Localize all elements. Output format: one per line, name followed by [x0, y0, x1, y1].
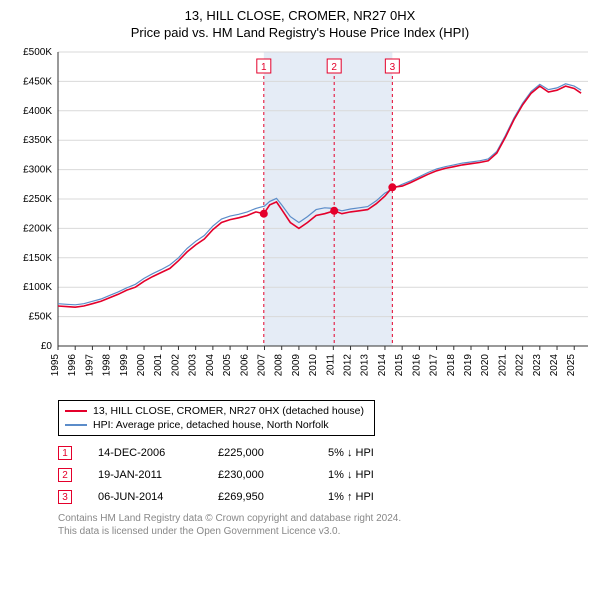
sale-row: 2 19-JAN-2011 £230,000 1% ↓ HPI [58, 468, 600, 482]
svg-text:1: 1 [261, 62, 267, 73]
sale-price: £225,000 [218, 447, 328, 459]
svg-text:£200K: £200K [23, 223, 52, 234]
footer-attribution: Contains HM Land Registry data © Crown c… [58, 512, 600, 538]
svg-text:2023: 2023 [532, 354, 543, 377]
svg-text:2012: 2012 [343, 354, 354, 377]
legend-item: HPI: Average price, detached house, Nort… [65, 418, 364, 432]
sale-row: 1 14-DEC-2006 £225,000 5% ↓ HPI [58, 446, 600, 460]
svg-text:2002: 2002 [170, 354, 181, 377]
svg-text:1996: 1996 [67, 354, 78, 377]
svg-text:2004: 2004 [205, 354, 216, 377]
sale-date: 06-JUN-2014 [98, 491, 218, 503]
sale-date: 14-DEC-2006 [98, 447, 218, 459]
svg-text:2008: 2008 [274, 354, 285, 377]
footer-line: Contains HM Land Registry data © Crown c… [58, 512, 600, 525]
svg-text:2: 2 [331, 62, 337, 73]
svg-text:£50K: £50K [29, 312, 53, 323]
line-chart-svg: £0 £50K £100K £150K £200K £250K £300K £350K £400… [0, 46, 600, 396]
svg-text:£300K: £300K [23, 165, 52, 176]
title-block: 13, HILL CLOSE, CROMER, NR27 0HX Price p… [0, 0, 600, 46]
svg-text:2021: 2021 [497, 354, 508, 377]
svg-text:£350K: £350K [23, 135, 52, 146]
svg-text:2014: 2014 [377, 354, 388, 377]
sale-hpi: 5% ↓ HPI [328, 447, 438, 459]
svg-text:2007: 2007 [256, 354, 267, 377]
svg-text:2020: 2020 [480, 354, 491, 377]
sale-date: 19-JAN-2011 [98, 469, 218, 481]
svg-text:2016: 2016 [411, 354, 422, 377]
svg-text:£500K: £500K [23, 47, 52, 58]
sale-marker-icon: 1 [58, 446, 72, 460]
svg-text:2010: 2010 [308, 354, 319, 377]
svg-text:2022: 2022 [515, 354, 526, 377]
svg-text:2009: 2009 [291, 354, 302, 377]
svg-text:2013: 2013 [360, 354, 371, 377]
svg-text:1999: 1999 [119, 354, 130, 377]
legend-label: 13, HILL CLOSE, CROMER, NR27 0HX (detach… [93, 405, 364, 417]
svg-text:£450K: £450K [23, 76, 52, 87]
sale-hpi: 1% ↑ HPI [328, 491, 438, 503]
svg-text:2001: 2001 [153, 354, 164, 377]
svg-text:1997: 1997 [84, 354, 95, 377]
svg-text:2024: 2024 [549, 354, 560, 377]
svg-text:1995: 1995 [50, 354, 61, 377]
svg-text:£250K: £250K [23, 194, 52, 205]
chart-area: £0 £50K £100K £150K £200K £250K £300K £350K £400… [0, 46, 600, 396]
sales-list: 1 14-DEC-2006 £225,000 5% ↓ HPI 2 19-JAN… [58, 446, 600, 504]
legend-label: HPI: Average price, detached house, Nort… [93, 419, 329, 431]
chart-container: 13, HILL CLOSE, CROMER, NR27 0HX Price p… [0, 0, 600, 538]
svg-text:2006: 2006 [239, 354, 250, 377]
title-address: 13, HILL CLOSE, CROMER, NR27 0HX [0, 8, 600, 23]
legend: 13, HILL CLOSE, CROMER, NR27 0HX (detach… [58, 400, 375, 436]
svg-text:2000: 2000 [136, 354, 147, 377]
svg-text:2015: 2015 [394, 354, 405, 377]
sale-price: £230,000 [218, 469, 328, 481]
svg-text:2017: 2017 [429, 354, 440, 377]
legend-item: 13, HILL CLOSE, CROMER, NR27 0HX (detach… [65, 404, 364, 418]
svg-text:1998: 1998 [102, 354, 113, 377]
sale-row: 3 06-JUN-2014 £269,950 1% ↑ HPI [58, 490, 600, 504]
svg-text:2019: 2019 [463, 354, 474, 377]
svg-text:2005: 2005 [222, 354, 233, 377]
legend-swatch [65, 410, 87, 412]
legend-swatch [65, 424, 87, 426]
svg-text:2003: 2003 [188, 354, 199, 377]
title-subtitle: Price paid vs. HM Land Registry's House … [0, 25, 600, 40]
footer-line: This data is licensed under the Open Gov… [58, 525, 600, 538]
sale-marker-icon: 3 [58, 490, 72, 504]
sale-price: £269,950 [218, 491, 328, 503]
svg-text:2011: 2011 [325, 354, 336, 376]
svg-text:£150K: £150K [23, 253, 52, 264]
svg-text:£100K: £100K [23, 282, 52, 293]
svg-text:£0: £0 [41, 341, 53, 352]
svg-text:2018: 2018 [446, 354, 457, 377]
svg-text:£400K: £400K [23, 106, 52, 117]
svg-text:2025: 2025 [566, 354, 577, 377]
sale-hpi: 1% ↓ HPI [328, 469, 438, 481]
svg-text:3: 3 [390, 62, 396, 73]
sale-marker-icon: 2 [58, 468, 72, 482]
